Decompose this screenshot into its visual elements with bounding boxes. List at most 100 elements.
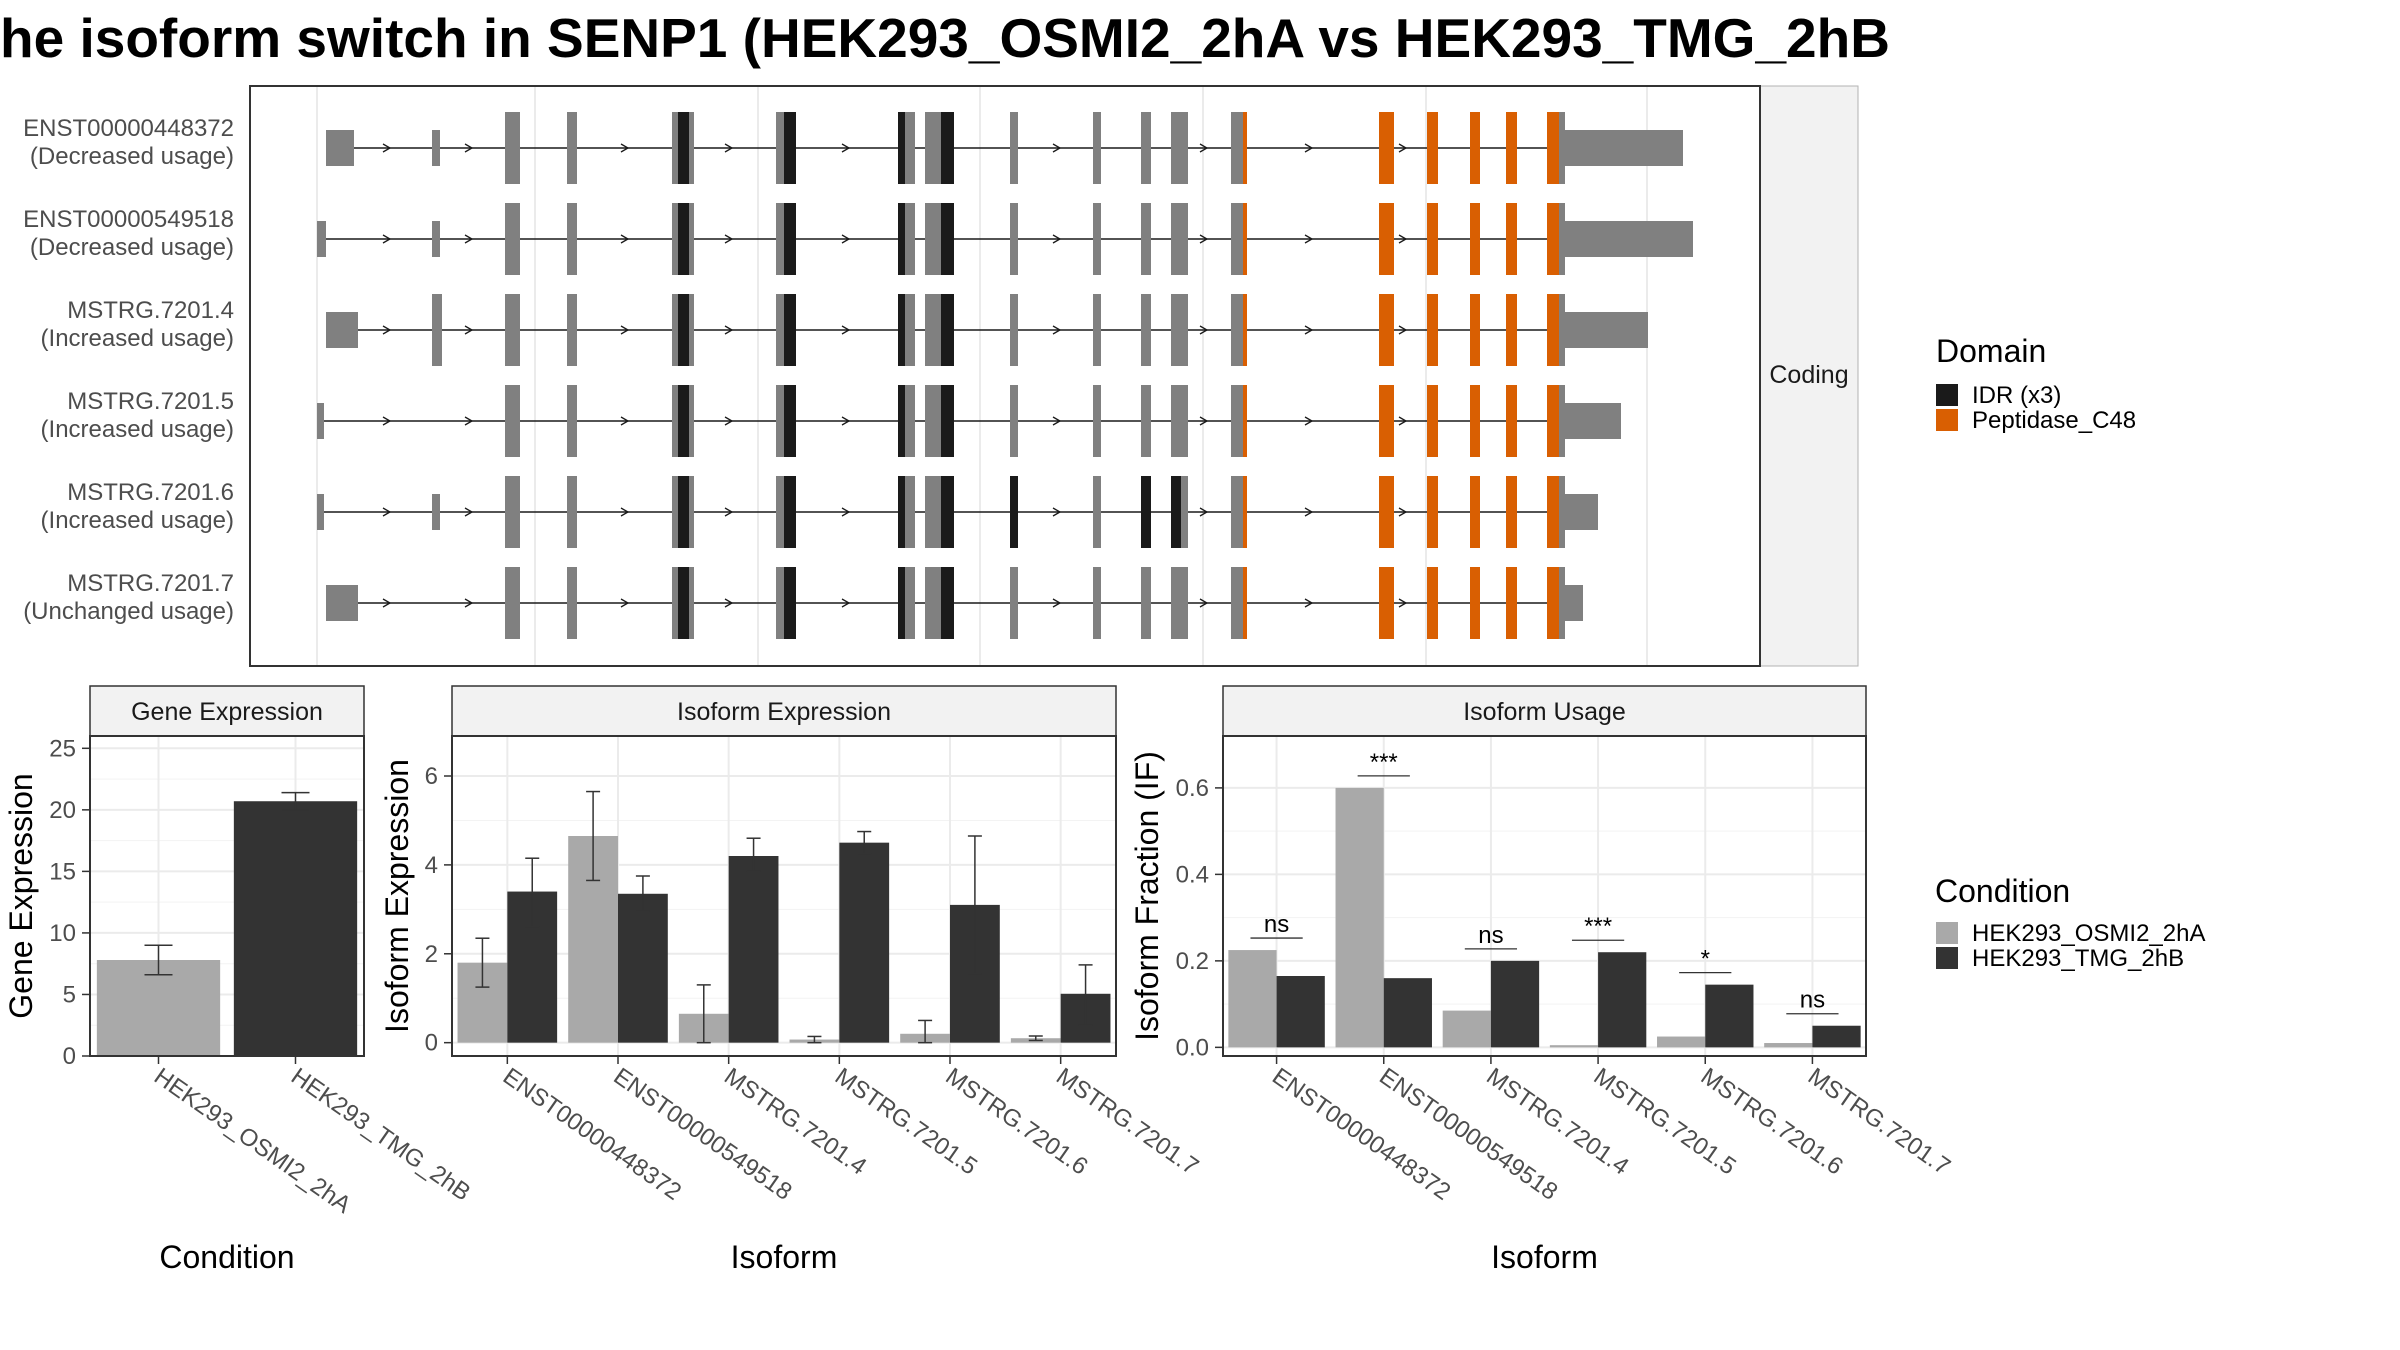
y-tick-label: 2 <box>425 941 438 968</box>
coding-exon <box>776 385 784 457</box>
panel-border <box>1222 735 1867 1057</box>
coding-exon <box>1010 567 1018 639</box>
coding-exon <box>689 567 694 639</box>
direction-arrow <box>724 234 734 244</box>
coding-exon <box>776 294 784 366</box>
coding-exon <box>1231 203 1243 275</box>
coding-exon <box>776 476 784 548</box>
bar-osmi <box>1335 787 1384 1048</box>
coding-exon <box>1171 203 1188 275</box>
direction-arrow <box>464 416 474 426</box>
coding-exon <box>1141 567 1151 639</box>
bar-osmi <box>1228 950 1277 1048</box>
transcript-usage-label: (Increased usage) <box>41 507 234 534</box>
peptidase-domain-exon <box>1427 385 1438 457</box>
significance-label: *** <box>1584 913 1612 940</box>
transcript-id-label: MSTRG.7201.4 <box>67 297 234 324</box>
direction-arrow <box>724 598 734 608</box>
exon-block <box>432 494 440 530</box>
transcript-id-label: MSTRG.7201.7 <box>67 570 234 597</box>
bar-tmg <box>1490 960 1540 1048</box>
idr-domain-exon <box>898 294 905 366</box>
x-tick-label: ENST00000448372 <box>1267 1063 1455 1206</box>
coding-exon <box>905 294 915 366</box>
transcript-id-label: ENST00000549518 <box>23 206 234 233</box>
coding-exon <box>1231 112 1243 184</box>
x-axis-title: Isoform <box>1491 1239 1598 1275</box>
coding-exon <box>672 385 678 457</box>
peptidase-domain-exon <box>1427 112 1438 184</box>
coding-exon <box>1093 385 1101 457</box>
exon-block <box>326 312 358 348</box>
bar <box>233 801 358 1056</box>
panel-strip <box>1222 685 1867 737</box>
peptidase-domain-exon <box>1243 567 1247 639</box>
transcript-row: ENST00000549518(Decreased usage) <box>23 203 1693 275</box>
transcript-id-label: ENST00000448372 <box>23 115 234 142</box>
bar-tmg <box>1383 978 1432 1048</box>
coding-exon <box>925 567 941 639</box>
panel-title: Gene Expression <box>131 698 323 726</box>
peptidase-domain-exon <box>1470 294 1480 366</box>
coding-exon <box>505 203 520 275</box>
bar-osmi <box>1764 1043 1813 1048</box>
coding-exon <box>689 112 694 184</box>
coding-exon <box>1231 476 1243 548</box>
coding-exon <box>689 203 694 275</box>
significance-label: * <box>1701 946 1710 973</box>
panel-title: Isoform Usage <box>1463 698 1626 726</box>
coding-exon <box>689 294 694 366</box>
coding-exon <box>905 203 915 275</box>
direction-arrow <box>620 234 630 244</box>
peptidase-domain-exon <box>1379 203 1394 275</box>
direction-arrow <box>1052 234 1062 244</box>
bar-tmg <box>1598 952 1647 1048</box>
coding-exon <box>1093 112 1101 184</box>
coding-exon <box>776 112 784 184</box>
idr-domain-exon <box>678 385 689 457</box>
facet-strip-label: Coding <box>1769 361 1848 389</box>
peptidase-domain-exon <box>1243 476 1247 548</box>
exon-block <box>317 494 324 530</box>
direction-arrow <box>1052 598 1062 608</box>
bar-tmg <box>1276 976 1325 1048</box>
peptidase-domain-exon <box>1506 294 1517 366</box>
domain-legend-swatch <box>1936 409 1958 431</box>
direction-arrow <box>382 143 392 153</box>
y-tick-label: 0.6 <box>1176 775 1209 802</box>
idr-domain-exon <box>898 567 905 639</box>
peptidase-domain-exon <box>1470 203 1480 275</box>
direction-arrow <box>1304 416 1314 426</box>
peptidase-domain-exon <box>1547 112 1559 184</box>
terminal-exon <box>1559 294 1565 366</box>
coding-exon <box>1231 385 1243 457</box>
coding-exon <box>925 294 941 366</box>
direction-arrow <box>841 143 851 153</box>
significance-label: ns <box>1264 911 1289 938</box>
coding-exon <box>925 203 941 275</box>
condition-legend-swatch <box>1936 922 1958 944</box>
direction-arrow <box>1304 507 1314 517</box>
y-tick-label: 0 <box>63 1043 76 1070</box>
bar-osmi <box>1442 1010 1491 1048</box>
coding-exon <box>1141 385 1151 457</box>
peptidase-domain-exon <box>1427 567 1438 639</box>
bar-tmg <box>728 856 779 1043</box>
direction-arrow <box>620 143 630 153</box>
panel-strip <box>89 685 365 737</box>
direction-arrow <box>382 507 392 517</box>
peptidase-domain-exon <box>1506 112 1517 184</box>
direction-arrow <box>1398 234 1408 244</box>
transcript-row: MSTRG.7201.6(Increased usage) <box>41 476 1598 548</box>
coding-exon <box>689 476 694 548</box>
direction-arrow <box>464 325 474 335</box>
coding-exon <box>672 567 678 639</box>
coding-exon <box>1141 294 1151 366</box>
utr-block <box>1565 585 1583 621</box>
direction-arrow <box>1304 143 1314 153</box>
significance-label: ns <box>1800 987 1825 1014</box>
direction-arrow <box>1199 234 1209 244</box>
y-tick-label: 15 <box>49 858 76 885</box>
